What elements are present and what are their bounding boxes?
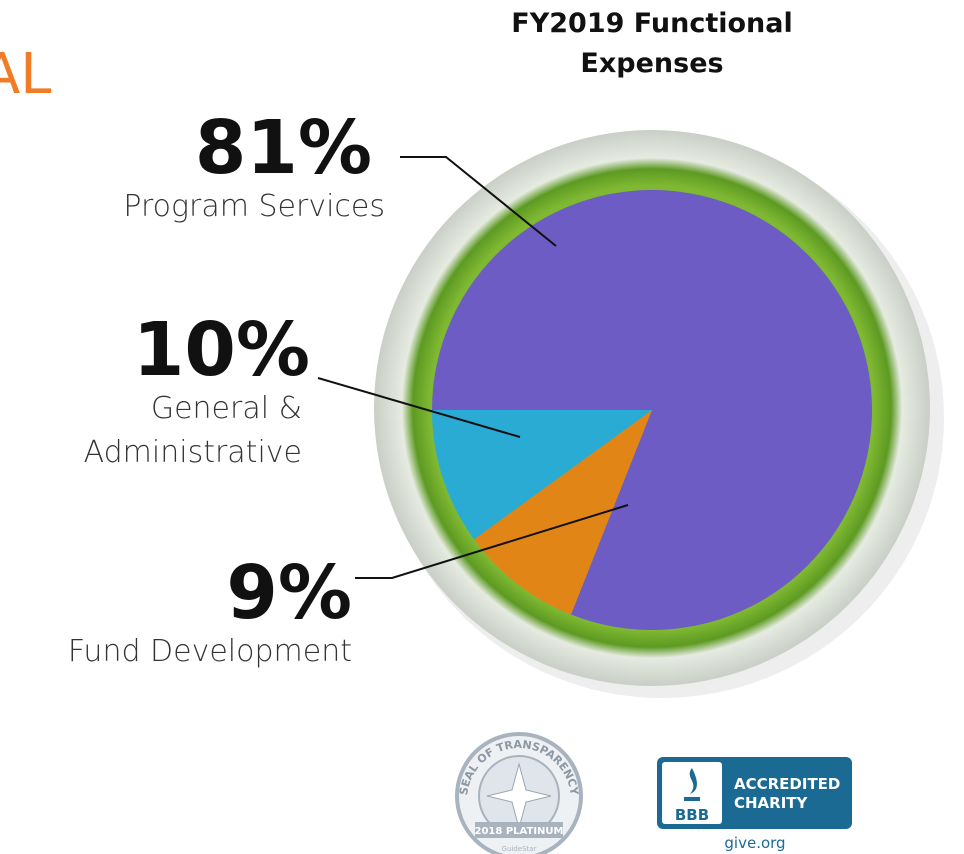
label-group: 81% Program Services [123, 111, 372, 229]
bbb-site: give.org [724, 834, 785, 852]
bbb-line1: ACCREDITED [734, 775, 840, 793]
label-group: 10% General & Administrative [50, 313, 310, 475]
label-group: 9% Fund Development [68, 556, 352, 674]
bbb-badge: BBB ACCREDITED CHARITY give.org [657, 757, 852, 852]
category-label: Fund Development [68, 630, 352, 674]
value-label: 10% [50, 313, 310, 387]
value-label: 9% [68, 556, 352, 630]
category-label: General & Administrative [50, 387, 302, 475]
value-label: 81% [123, 111, 372, 185]
seal-brand: GuideStar [502, 845, 537, 853]
page: {"heading_fragment": "AL", "chart_data":… [0, 0, 964, 854]
pie [432, 190, 872, 630]
bbb-line2: CHARITY [734, 794, 809, 812]
seal-level: 2018 PLATINUM [475, 826, 564, 837]
guidestar-seal: SEAL OF TRANSPARENCY 2018 PLATINUM Guide… [457, 734, 581, 854]
bbb-torch [684, 797, 700, 801]
bbb-logo-text: BBB [675, 806, 709, 824]
category-label: Program Services [123, 185, 385, 229]
